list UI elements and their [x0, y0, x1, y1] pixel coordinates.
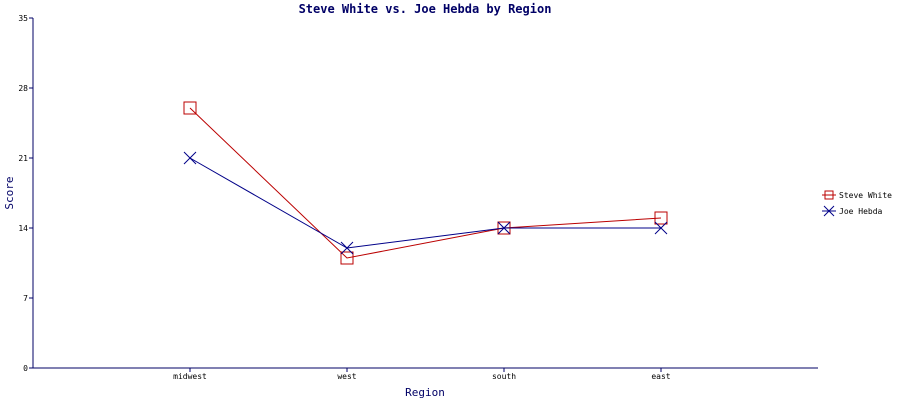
y-tick-label: 7: [23, 294, 28, 303]
data-point: [340, 251, 354, 265]
data-point: [654, 221, 668, 235]
x-tick-label: south: [492, 372, 516, 381]
y-axis-label: Score: [3, 176, 16, 209]
data-point: [340, 241, 354, 255]
data-point: [654, 211, 668, 225]
y-tick-label: 35: [18, 14, 28, 23]
x-tick-label: midwest: [173, 372, 207, 381]
y-ticks: 0 7 14 21 28 35: [18, 14, 33, 373]
data-point: [183, 151, 197, 165]
legend-label: Joe Hebda: [839, 207, 883, 216]
y-tick-label: 28: [18, 84, 28, 93]
x-tick-label: west: [337, 372, 356, 381]
y-tick-label: 21: [18, 154, 28, 163]
data-point: [497, 221, 511, 235]
legend: Steve White Joe Hebda: [822, 190, 892, 217]
x-ticks: midwest west south east: [173, 368, 671, 381]
legend-marker-square: [824, 190, 834, 200]
series-line-steve-white: [189, 107, 662, 259]
y-tick-label: 14: [18, 224, 28, 233]
legend-label: Steve White: [839, 191, 892, 200]
plot-area: [183, 101, 668, 265]
data-point: [183, 101, 197, 115]
x-tick-label: east: [651, 372, 670, 381]
y-tick-label: 0: [23, 364, 28, 373]
axes: [32, 18, 818, 369]
x-axis-label: Region: [405, 386, 445, 399]
chart-title: Steve White vs. Joe Hebda by Region: [299, 2, 552, 16]
series-line-joe-hebda: [189, 157, 661, 249]
legend-marker-x: [823, 205, 835, 217]
